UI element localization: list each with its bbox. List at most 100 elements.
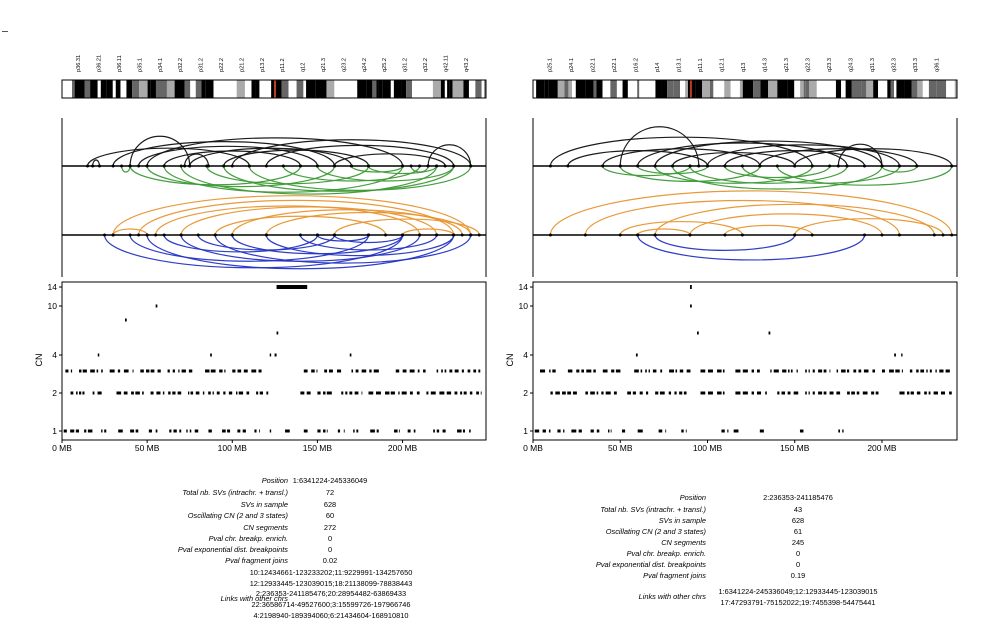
cn-segment-group	[63, 429, 80, 433]
sv-breakpoint	[863, 164, 867, 168]
ideogram-band	[639, 80, 644, 98]
ideogram-band	[255, 80, 260, 98]
cn-segment	[812, 391, 815, 395]
sv-breakpoint	[426, 164, 430, 168]
cn-segment	[148, 429, 152, 433]
band-label: p16.2	[634, 58, 640, 72]
cn-segment	[251, 369, 257, 373]
cn-segment	[863, 369, 869, 373]
cn-segment-group	[324, 369, 342, 373]
ideogram-band	[366, 80, 373, 98]
sv-arc-blue	[333, 234, 404, 244]
cn-segment	[548, 429, 551, 433]
cn-segment-group	[155, 304, 158, 308]
cn-segment	[842, 429, 844, 433]
cn-segment	[449, 369, 453, 373]
sv-breakpoint	[264, 164, 268, 168]
cn-segment-group	[571, 429, 582, 433]
cn-segment	[117, 369, 121, 373]
x-tick-label: 200 MB	[388, 443, 418, 453]
sv-arc-green	[367, 165, 438, 175]
cn-segment	[285, 429, 290, 433]
ideogram-band	[251, 80, 256, 98]
cn-segment	[615, 369, 621, 373]
sv-arc-black	[138, 145, 319, 167]
info-label: Position	[261, 476, 288, 485]
cn-segment-group	[768, 331, 771, 335]
sv-breakpoint	[845, 164, 849, 168]
cn-segment	[759, 429, 764, 433]
cn-segment	[808, 391, 810, 395]
ideogram-band	[851, 80, 862, 98]
cn-segment	[413, 429, 416, 433]
ideogram-band	[132, 80, 140, 98]
x-tick-label: 200 MB	[867, 443, 897, 453]
cn-segment	[208, 391, 211, 395]
ideogram-band	[904, 80, 912, 98]
cn-segment	[373, 369, 379, 373]
sv-breakpoint	[443, 164, 447, 168]
info-value: 0	[795, 560, 801, 569]
sv-breakpoint	[775, 164, 779, 168]
cn-segment	[627, 391, 631, 395]
cn-segment	[929, 369, 932, 373]
sv-arc-green	[223, 165, 455, 192]
ideogram-band	[345, 80, 349, 98]
sv-arc-black	[567, 150, 709, 167]
cn-segment	[805, 369, 807, 373]
sv-breakpoint	[705, 164, 709, 168]
cn-segment	[376, 429, 379, 433]
cn-segment	[901, 369, 903, 373]
info-value: 0.02	[322, 556, 338, 565]
ideogram-band	[768, 80, 778, 98]
sv-breakpoint	[758, 164, 762, 168]
cn-segment	[216, 391, 220, 395]
cn-segment	[79, 391, 82, 395]
sv-breakpoint	[793, 233, 797, 237]
cn-segment-group	[351, 369, 379, 373]
cn-segment	[851, 391, 855, 395]
cn-segment	[572, 391, 577, 395]
y-tick-label: 14	[48, 282, 58, 292]
sv-breakpoint	[128, 164, 132, 168]
sv-breakpoint	[915, 164, 919, 168]
cn-segment-group	[276, 331, 279, 335]
cn-segment	[665, 429, 667, 433]
cn-segment	[935, 369, 937, 373]
ideogram-band	[115, 80, 121, 98]
y-tick-label: 10	[519, 301, 529, 311]
band-label: q33.3	[913, 58, 919, 72]
sv-arc-orange	[155, 205, 421, 236]
x-tick-label: 100 MB	[693, 443, 723, 453]
sv-breakpoint	[230, 233, 234, 237]
cn-segment-group	[759, 429, 764, 433]
cn-segment	[773, 369, 779, 373]
cn-segment	[237, 429, 241, 433]
cn-segment-group	[92, 391, 102, 395]
cn-segment	[361, 391, 363, 395]
band-label: q43.2	[464, 58, 470, 72]
band-label: q31.2	[403, 58, 409, 72]
sv-arc-black	[146, 137, 404, 167]
ideogram-band	[90, 80, 98, 98]
ideogram-band	[432, 80, 441, 98]
cn-segment	[349, 353, 352, 357]
sv-arc-green	[410, 165, 429, 173]
sv-arc-orange	[637, 228, 691, 236]
info-link: 12:12933445-123039015;18:21138099-788384…	[249, 578, 413, 588]
sv-breakpoint	[111, 164, 115, 168]
cn-segment	[768, 331, 771, 335]
y-tick-label: 1	[52, 426, 57, 436]
band-label: p25.1	[548, 58, 554, 72]
cn-segment-group	[208, 429, 212, 433]
cn-segment	[674, 391, 677, 395]
sv-breakpoint	[145, 233, 149, 237]
cn-segment	[202, 391, 205, 395]
sv-breakpoint	[188, 164, 192, 168]
cn-segment	[872, 369, 875, 373]
cn-segment	[84, 429, 87, 433]
cn-segment	[87, 429, 93, 433]
band-label: p13.1	[677, 58, 683, 72]
sv-arc-black	[549, 136, 813, 167]
cn-segment	[130, 429, 135, 433]
